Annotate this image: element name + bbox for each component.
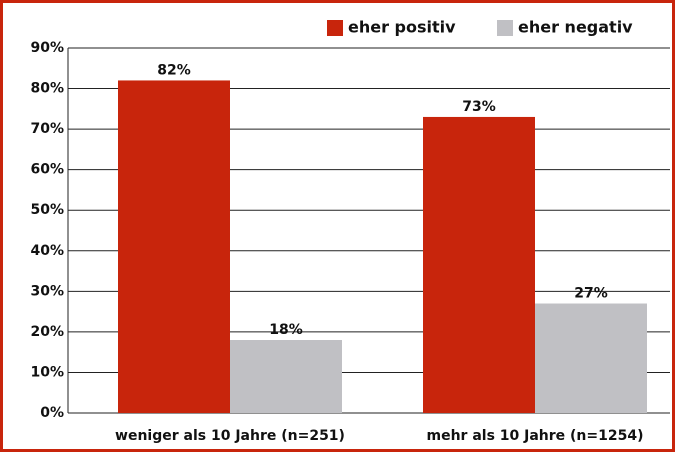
value-label: 82%: [157, 62, 191, 78]
value-label: 27%: [574, 286, 608, 302]
legend-label: eher positiv: [348, 18, 456, 37]
value-label: 18%: [269, 322, 303, 338]
x-tick-label: weniger als 10 Jahre (n=251): [115, 428, 345, 444]
y-tick-label: 90%: [30, 40, 64, 56]
x-tick-label: mehr als 10 Jahre (n=1254): [427, 428, 644, 444]
legend-swatch: [497, 20, 513, 36]
y-tick-label: 30%: [30, 283, 64, 299]
y-tick-label: 0%: [40, 405, 64, 421]
legend-label: eher negativ: [518, 18, 633, 37]
bar: [535, 303, 647, 413]
legend-swatch: [327, 20, 343, 36]
bar: [230, 340, 342, 413]
y-tick-label: 70%: [30, 121, 64, 137]
value-label: 73%: [462, 99, 496, 115]
y-tick-label: 80%: [30, 81, 64, 97]
bar: [423, 116, 535, 413]
y-tick-label: 60%: [30, 162, 64, 178]
y-tick-label: 10%: [30, 364, 64, 380]
y-tick-label: 50%: [30, 202, 64, 218]
y-tick-label: 40%: [30, 243, 64, 259]
bar: [118, 80, 230, 413]
y-tick-label: 20%: [30, 324, 64, 340]
